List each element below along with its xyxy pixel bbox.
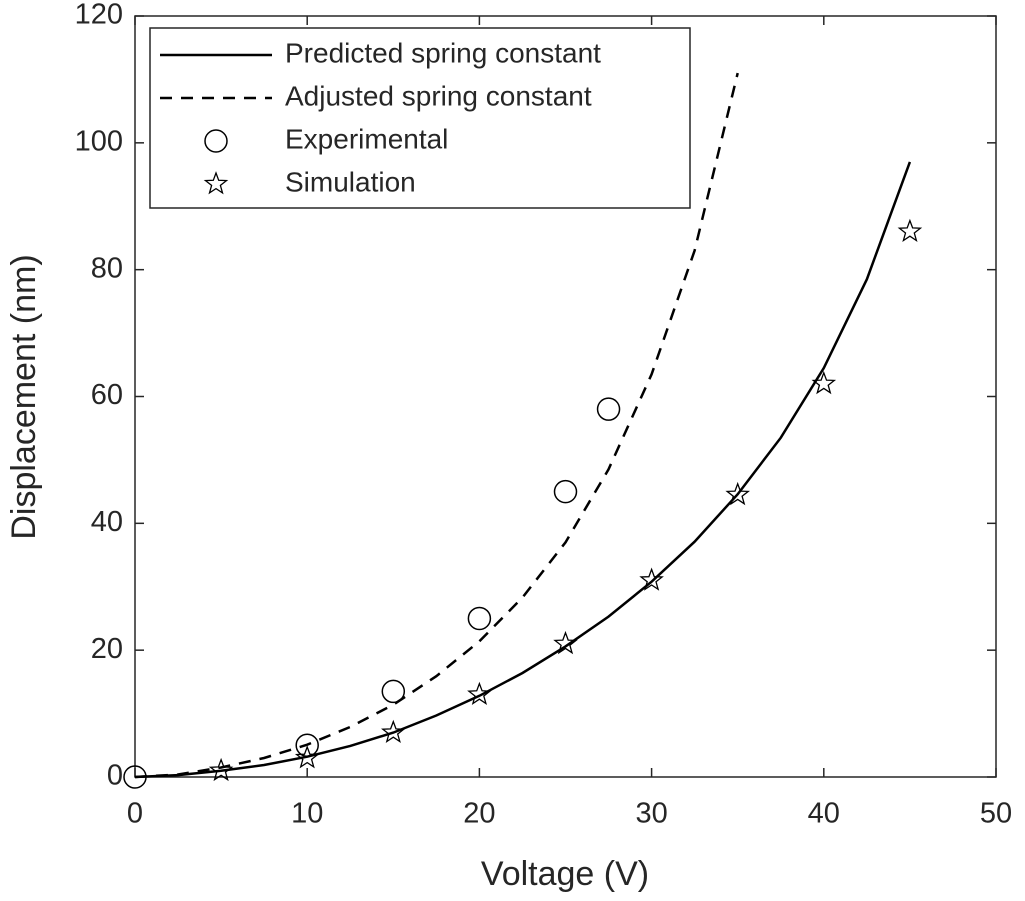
y-tick-label: 0: [107, 760, 123, 792]
data-point: [467, 681, 492, 706]
legend-box: [149, 27, 691, 209]
data-point: [811, 370, 837, 395]
legend-marker: [204, 129, 228, 153]
y-tick-label: 60: [91, 379, 123, 411]
data-point: [295, 733, 319, 758]
data-point: [639, 567, 664, 591]
data-point: [381, 679, 406, 704]
x-tick-label: 40: [808, 798, 840, 830]
y-tick-label: 120: [75, 0, 123, 31]
y-tick-label: 100: [75, 125, 123, 157]
data-point: [467, 606, 492, 631]
data-point: [553, 630, 578, 655]
legend-marker: [203, 171, 229, 195]
legend-label: Adjusted spring constant: [285, 80, 592, 111]
y-axis-label: Displacement (nm): [5, 254, 43, 539]
y-tick-label: 40: [91, 506, 123, 538]
legend-label: Simulation: [285, 166, 416, 197]
x-axis-label: Voltage (V): [481, 855, 649, 893]
x-tick-label: 0: [127, 798, 143, 830]
data-point: [596, 397, 621, 421]
series-line: [134, 72, 739, 779]
data-point: [553, 479, 578, 504]
data-point: [294, 745, 320, 769]
series-line: [134, 161, 912, 779]
x-tick-label: 30: [635, 798, 667, 830]
y-tick-label: 20: [91, 633, 123, 665]
legend-label: Predicted spring constant: [285, 37, 601, 68]
x-tick-label: 50: [980, 798, 1012, 830]
data-point: [725, 481, 750, 506]
y-tick-label: 80: [91, 252, 123, 284]
legend-label: Experimental: [285, 123, 448, 154]
data-point: [208, 757, 234, 782]
data-point: [123, 765, 147, 789]
x-tick-label: 20: [463, 798, 495, 830]
data-point: [381, 719, 406, 744]
data-point: [897, 218, 923, 243]
x-tick-label: 10: [291, 798, 323, 830]
